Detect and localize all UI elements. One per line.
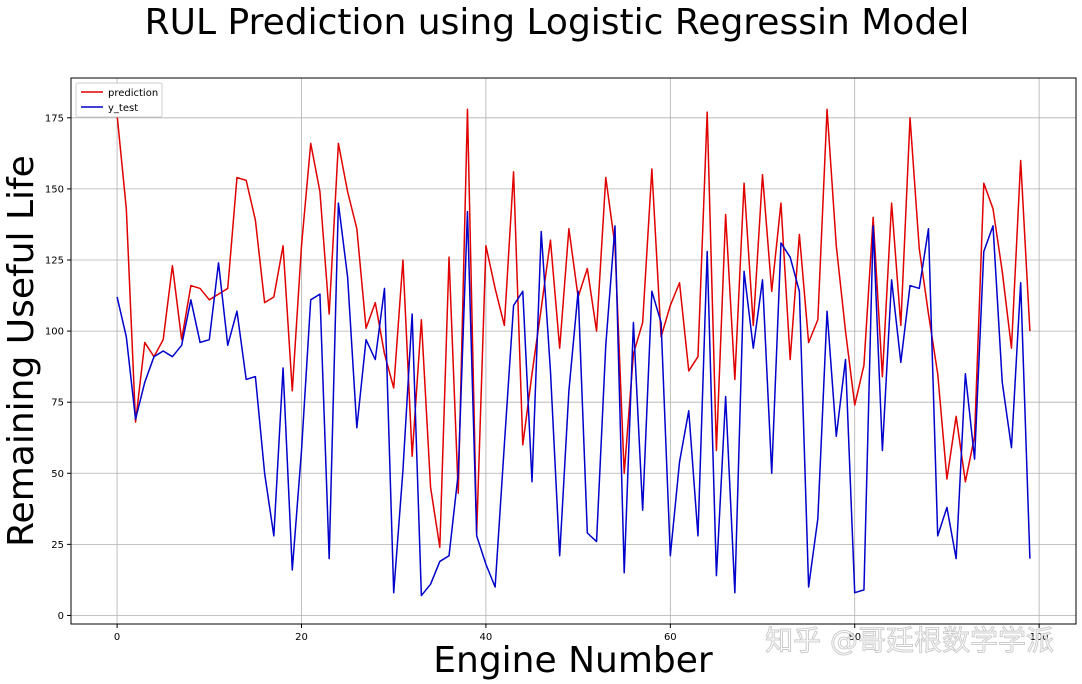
x-tick-label: 20 — [295, 632, 308, 643]
y-tick-label: 25 — [51, 540, 64, 551]
y-tick-label: 175 — [45, 113, 64, 124]
y-tick-label: 75 — [51, 398, 64, 409]
plot-grid — [71, 78, 1076, 624]
chart-title: RUL Prediction using Logistic Regressin … — [145, 2, 970, 43]
y-tick-label: 100 — [45, 327, 64, 338]
x-tick-label: 40 — [480, 632, 493, 643]
x-tick-label: 0 — [114, 632, 120, 643]
series-line-y-test — [116, 202, 1031, 597]
y-tick-label: 0 — [58, 611, 64, 622]
plot-frame — [70, 77, 1077, 625]
series-layer — [116, 108, 1031, 597]
y-tick-label: 50 — [51, 469, 64, 480]
y-tick-label: 150 — [45, 184, 64, 195]
legend: prediction y_test — [75, 82, 163, 118]
series-line-prediction — [116, 108, 1031, 548]
x-tick-label: 100 — [1030, 632, 1049, 643]
watermark: 知乎 @哥廷根数学学派 — [765, 624, 1054, 657]
axis-ticks: 0 20 40 60 80 100 0 25 50 75 100 125 150 175 — [45, 113, 1049, 643]
x-axis-label: Engine Number — [433, 640, 713, 681]
legend-label-y-test: y_test — [108, 103, 138, 114]
x-tick-label: 80 — [848, 632, 861, 643]
x-tick-label: 60 — [664, 632, 677, 643]
y-tick-label: 125 — [45, 256, 64, 267]
legend-label-prediction: prediction — [108, 88, 158, 99]
y-axis-label: Remaining Useful Life — [1, 155, 42, 547]
